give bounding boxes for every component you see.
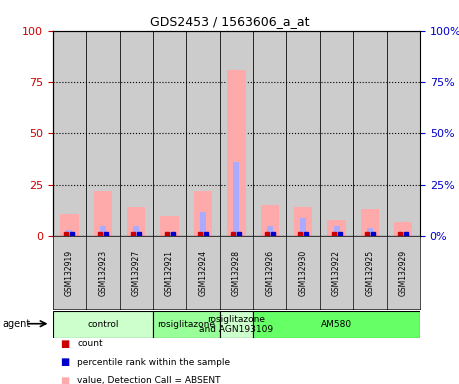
Text: ■: ■: [60, 339, 69, 349]
Text: GSM132923: GSM132923: [98, 250, 107, 296]
Bar: [227, 70, 246, 236]
Text: percentile rank within the sample: percentile rank within the sample: [77, 358, 230, 367]
Text: ■: ■: [60, 357, 69, 367]
Bar: [60, 214, 78, 236]
Text: control: control: [87, 320, 118, 329]
Bar: [334, 226, 340, 236]
Text: GSM132922: GSM132922: [332, 250, 341, 296]
Text: GSM132925: GSM132925: [365, 250, 375, 296]
Text: GSM132927: GSM132927: [132, 250, 141, 296]
Bar: [220, 311, 253, 338]
Text: agent: agent: [2, 319, 31, 329]
Bar: [327, 220, 346, 236]
Bar: [286, 31, 320, 236]
Bar: [53, 311, 153, 338]
Bar: [194, 191, 212, 236]
Bar: [400, 232, 406, 236]
Text: GSM132924: GSM132924: [198, 250, 207, 296]
Text: rosiglitazone
and AGN193109: rosiglitazone and AGN193109: [199, 315, 274, 334]
Text: count: count: [77, 339, 103, 348]
Bar: [100, 226, 106, 236]
Text: GSM132926: GSM132926: [265, 250, 274, 296]
Bar: [261, 205, 279, 236]
Bar: [300, 218, 306, 236]
Bar: [253, 31, 286, 236]
Bar: [253, 311, 420, 338]
Text: GSM132928: GSM132928: [232, 250, 241, 296]
Bar: [153, 311, 220, 338]
Bar: [186, 31, 220, 236]
Text: GSM132930: GSM132930: [299, 250, 308, 296]
Text: rosiglitazone: rosiglitazone: [157, 320, 215, 329]
Text: AM580: AM580: [321, 320, 352, 329]
Bar: [394, 222, 413, 236]
Text: GSM132919: GSM132919: [65, 250, 74, 296]
Bar: [94, 191, 112, 236]
Bar: [133, 226, 139, 236]
Bar: [161, 216, 179, 236]
Text: GSM132929: GSM132929: [399, 250, 408, 296]
Text: value, Detection Call = ABSENT: value, Detection Call = ABSENT: [77, 376, 221, 384]
Bar: [320, 31, 353, 236]
Bar: [53, 31, 86, 236]
Bar: [267, 226, 273, 236]
Bar: [67, 230, 73, 236]
Bar: [127, 207, 146, 236]
Bar: [220, 31, 253, 236]
Text: GDS2453 / 1563606_a_at: GDS2453 / 1563606_a_at: [150, 15, 309, 28]
Bar: [233, 162, 240, 236]
Bar: [153, 31, 186, 236]
Bar: [367, 228, 373, 236]
Bar: [294, 207, 312, 236]
Text: ■: ■: [60, 376, 69, 384]
Bar: [200, 212, 206, 236]
Bar: [361, 209, 379, 236]
Bar: [86, 31, 119, 236]
Text: GSM132921: GSM132921: [165, 250, 174, 296]
Bar: [119, 31, 153, 236]
Bar: [353, 31, 386, 236]
Bar: [167, 232, 173, 236]
Bar: [386, 31, 420, 236]
